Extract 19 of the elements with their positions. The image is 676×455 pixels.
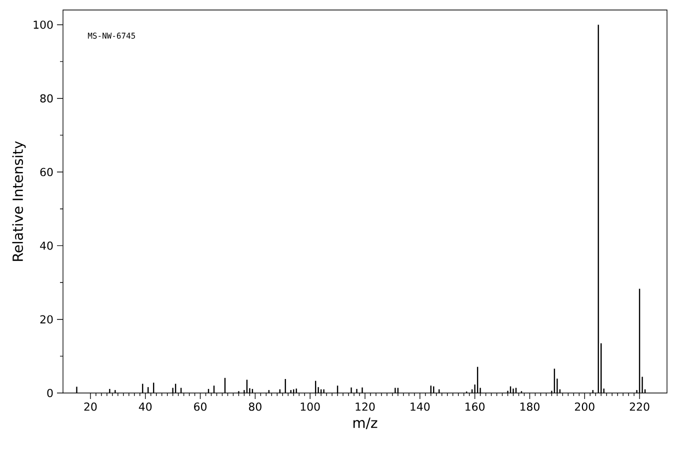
x-tick-label: 20: [84, 402, 97, 411]
x-tick-label: 160: [466, 402, 485, 411]
x-tick-label: 120: [356, 402, 375, 411]
x-tick-label: 60: [194, 402, 207, 411]
y-axis-title: Relative Intensity: [12, 141, 26, 261]
x-axis-title: m/z: [353, 418, 378, 430]
y-tick-label: 80: [40, 94, 53, 103]
y-tick-label: 60: [40, 168, 53, 176]
x-tick-label: 140: [410, 402, 430, 411]
x-tick-label: 200: [574, 402, 594, 411]
x-tick-label: 100: [300, 402, 320, 411]
x-tick-label: 220: [630, 402, 650, 411]
x-tick-label: 40: [138, 402, 152, 411]
x-tick-label: 180: [520, 402, 540, 411]
y-tick-label: 40: [40, 242, 53, 250]
x-tick-label: 80: [248, 402, 262, 411]
y-tick-label: 0: [47, 388, 53, 398]
y-tick-label: 20: [40, 315, 53, 324]
y-tick-label: 100: [34, 20, 53, 29]
